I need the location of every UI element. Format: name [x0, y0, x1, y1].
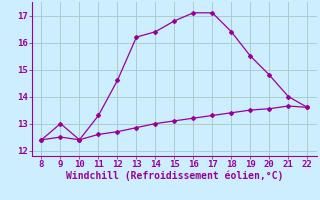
X-axis label: Windchill (Refroidissement éolien,°C): Windchill (Refroidissement éolien,°C): [66, 171, 283, 181]
